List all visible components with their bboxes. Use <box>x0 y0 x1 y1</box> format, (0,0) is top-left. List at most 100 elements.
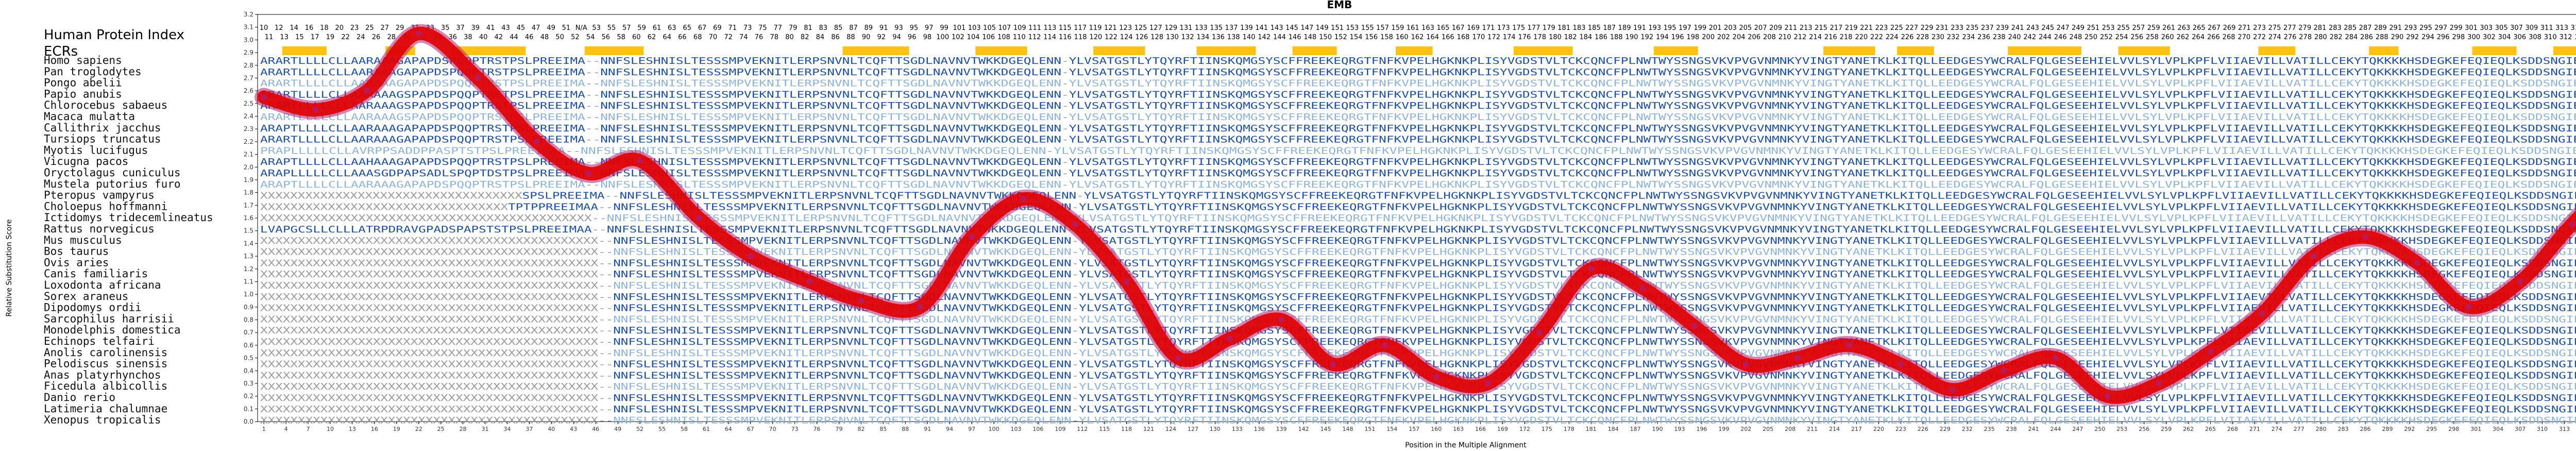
x-tick-label: 13 <box>349 426 356 432</box>
x-tick-label: 265 <box>2205 426 2216 432</box>
sequence-segment: XXXXXXXXXXXXXXXXXXXXXXXXXXXXXXXXXXXXXXXX… <box>260 325 613 336</box>
x-tick-label: 94 <box>946 426 953 432</box>
x-tick-label: 19 <box>393 426 400 432</box>
sequence-segment: - <box>1072 359 1079 370</box>
y-tick-label: 0.6 <box>244 342 253 349</box>
sequence-segment: - <box>1061 123 1069 134</box>
sequence-segment: - <box>1072 202 1079 212</box>
x-tick-label: 130 <box>1210 426 1221 432</box>
ecr-label: ECRs <box>44 44 78 59</box>
hpi-number: 97 <box>925 24 934 32</box>
series-point <box>2414 259 2420 266</box>
sequence-segment: NNFSLESHNISLTESSSMPVEKNITLERPSNVNLTCQFTT… <box>613 337 1071 347</box>
hpi-number: 191 <box>1633 24 1646 32</box>
hpi-number: 157 <box>1376 24 1389 32</box>
sequence-segment: PRAPLLLLLCLLAVRPPSADDPPASPTSTPSLPREEIMAA <box>260 145 566 156</box>
hpi-numbers-row1: 10 12 14 16 18 20 23 25 27 29 3 1 33 35 37 39 41 43 45 47 49… <box>260 24 2576 32</box>
hpi-number: 194 <box>1656 34 1669 41</box>
sequence-row: ARARTLLLLCLLAARAAAGAPAPDSPQQPTRSTPSLPREE… <box>260 56 2576 66</box>
sequence-segment: NNFSLESHNISLTESSSMPVEKNITLERPSNVNLTCQFTT… <box>613 415 1071 426</box>
hpi-number: 184 <box>1579 34 1592 41</box>
hpi-number: 65 <box>683 24 691 32</box>
hpi-number: 270 <box>2238 34 2250 41</box>
hpi-number: 48 <box>540 34 549 41</box>
hpi-number: 227 <box>1905 24 1918 32</box>
hpi-number: 27 <box>381 24 389 32</box>
sequence-row: PRAPLLLLLCLLAVRPPSADDPPASPTSTPSLPREEIMAA… <box>260 145 2576 156</box>
sequence-row: ARARTLLLLCLLAARAAAGAPAPDSPQQPTRSTPSLPREE… <box>260 67 2576 78</box>
hpi-number: 91 <box>879 24 888 32</box>
series-point <box>261 94 267 101</box>
hpi-number: 252 <box>2100 34 2113 41</box>
sequence-segment: XXXXXXXXXXXXXXXXXXXXXXXXXXXXXXXXXXXXXXXX… <box>260 337 613 347</box>
sequence-row: XXXXXXXXXXXXXXXXXXXXXXXXXXXXXXXXXXXXXXXX… <box>260 258 2576 269</box>
sequence-segment: XXXXXXXXXXXXXXXXXXXXXXXXXXXXXXXXXXXXXXXX… <box>260 269 613 280</box>
x-tick-label: 244 <box>2050 426 2061 432</box>
x-tick-label: 190 <box>1652 426 1663 432</box>
species-name: Anas platyrhynchos <box>44 369 161 381</box>
series-point <box>2465 304 2472 310</box>
series-point <box>2207 348 2214 355</box>
hpi-number: 250 <box>2084 34 2097 41</box>
species-name: Oryctolagus cuniculus <box>44 166 181 179</box>
series-point <box>858 297 865 304</box>
hpi-number: 313 <box>2555 24 2568 32</box>
series-point <box>1794 355 1801 361</box>
hpi-number: 231 <box>1936 24 1948 32</box>
x-tick-label: 16 <box>371 426 378 432</box>
hpi-number: 131 <box>1180 24 1193 32</box>
y-tick-label: 2.5 <box>244 100 253 107</box>
species-name: Dipodomys ordii <box>44 302 142 314</box>
hpi-number: 202 <box>1717 34 1730 41</box>
hpi-number: 38 <box>464 34 472 41</box>
hpi-number: 300 <box>2467 34 2480 41</box>
series-point <box>2568 221 2575 228</box>
sequence-segment: ARAPTLLLLCLLAAHAAAGAPAPDSPQQPTRSTPSLPREE… <box>260 157 585 168</box>
hpi-number: 14 <box>290 24 298 32</box>
x-tick-label: 187 <box>1630 426 1641 432</box>
species-name: Loxodonta africana <box>44 279 161 291</box>
hpi-number: 196 <box>1671 34 1684 41</box>
y-tick-label: 0.8 <box>244 316 253 324</box>
hpi-number: 211 <box>1784 24 1797 32</box>
species-name: Bos taurus <box>44 245 109 258</box>
hpi-number: 44 <box>510 34 518 41</box>
hpi-number: 57 <box>622 24 631 32</box>
hpi-label: Human Protein Index <box>44 27 184 43</box>
sequence-segment: YLVSATGSTLYTQYRFTIINSKQMGSYSCFFREEKEQRGT… <box>1069 157 2576 168</box>
x-tick-label: 262 <box>2183 426 2194 432</box>
sequence-segment: YLVSATGSTLYTQYRFTIINSKQMGSYSCFFREEKEQRGT… <box>1084 191 2576 202</box>
hpi-number: 80 <box>785 34 794 41</box>
ecr-bar <box>1196 46 1256 55</box>
sequence-segment: - <box>1061 101 1069 111</box>
sequence-segment: -- <box>605 191 620 202</box>
hpi-number: 247 <box>2057 24 2070 32</box>
sequence-segment: -- <box>585 112 600 123</box>
ecr-bar <box>1823 46 1875 55</box>
y-tick-label: 0.9 <box>244 304 253 311</box>
sequence-row: XXXXXXXXXXXXXXXXXXXXXXXXXXXXXXXXXXXXXXXX… <box>260 381 2576 392</box>
x-tick-label: 205 <box>1762 426 1773 432</box>
hpi-number: 70 <box>709 34 718 41</box>
hpi-number: 136 <box>1212 34 1225 41</box>
hpi-number: 299 <box>2450 24 2463 32</box>
series-point <box>747 253 754 260</box>
hpi-number: 244 <box>2039 34 2052 41</box>
sequence-row: ARAPTLLLLCLLAARAAAGAPAPDSPQQPTRSTPSLPREE… <box>260 123 2576 134</box>
sequence-segment: - <box>1072 314 1079 325</box>
hpi-number: 188 <box>1610 34 1623 41</box>
sequence-segment: NNFSLESHNISLTESSSMPVEKNITLERPSNVNLTCQFTT… <box>600 123 1061 134</box>
hpi-number: 25 <box>365 24 374 32</box>
sequence-row: ARARTLLLLCLLAARAAAGSPAPDSPQQPTRSTPSLPREE… <box>260 89 2576 100</box>
hpi-number: 122 <box>1105 34 1117 41</box>
y-tick-label: 2.2 <box>244 138 253 145</box>
hpi-number: 245 <box>2041 24 2054 32</box>
hpi-number: 284 <box>2345 34 2358 41</box>
hpi-number: 193 <box>1648 24 1661 32</box>
x-tick-label: 133 <box>1232 426 1243 432</box>
sequence-segment: -- <box>585 67 600 78</box>
x-tick-label: 124 <box>1165 426 1176 432</box>
species-name: Monodelphis domestica <box>44 324 181 336</box>
